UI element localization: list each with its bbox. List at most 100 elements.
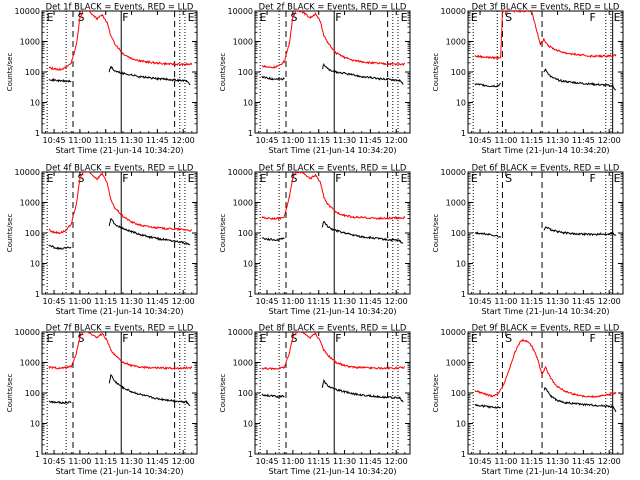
panel-title: Det 3f BLACK = Events, RED = LLD — [472, 2, 620, 12]
event-letter: F — [335, 332, 341, 345]
series-events-line — [261, 62, 404, 85]
y-tick-label: 1000 — [20, 359, 40, 368]
y-tick-label: 10000 — [228, 168, 253, 177]
det-panel-5: Det 5f BLACK = Events, RED = LLD 1 10 100 10… — [219, 163, 411, 316]
x-tick-label: 11:15 — [520, 136, 543, 145]
event-letter: S — [77, 332, 84, 345]
y-axis-label: Counts/sec — [219, 214, 227, 253]
y-axis-label: Counts/sec — [432, 214, 440, 253]
x-tick-label: 11:00 — [68, 136, 91, 145]
event-letter: E — [188, 172, 195, 185]
x-axis-label: Start Time (21-Jun-14 10:34:20) — [269, 467, 397, 476]
event-letter: E — [471, 172, 478, 185]
x-axis-label: Start Time (21-Jun-14 10:34:20) — [269, 307, 397, 316]
x-tick-label: 11:45 — [359, 457, 382, 466]
y-axis-label: Counts/sec — [6, 214, 14, 253]
event-letter: E — [614, 332, 621, 345]
panel-title: Det 8f BLACK = Events, RED = LLD — [259, 323, 407, 333]
x-tick-label: 11:00 — [68, 297, 91, 306]
y-tick-label: 10000 — [441, 168, 466, 177]
y-tick-label: 1 — [461, 129, 466, 138]
plot-frame — [254, 331, 411, 455]
y-tick-label: 10000 — [15, 168, 40, 177]
event-letter: F — [122, 11, 128, 24]
y-tick-label: 1 — [35, 129, 40, 138]
event-letter: F — [590, 172, 596, 185]
x-tick-label: 12:00 — [385, 136, 408, 145]
y-tick-label: 10 — [243, 260, 253, 269]
event-letter: S — [290, 11, 297, 24]
x-tick-label: 10:45 — [256, 297, 279, 306]
x-tick-label: 11:30 — [333, 297, 356, 306]
y-tick-label: 100 — [25, 229, 40, 238]
x-tick-label: 11:30 — [120, 136, 143, 145]
plot-frame — [254, 171, 411, 295]
y-tick-label: 1000 — [233, 199, 253, 208]
x-tick-label: 11:30 — [546, 136, 569, 145]
x-tick-label: 10:45 — [43, 297, 66, 306]
y-tick-label: 10 — [243, 420, 253, 429]
y-tick-label: 1 — [248, 290, 253, 299]
panel-title: Det 7f BLACK = Events, RED = LLD — [46, 323, 194, 333]
event-letter: E — [188, 11, 195, 24]
y-tick-label: 1000 — [446, 359, 466, 368]
x-tick-label: 11:45 — [572, 457, 595, 466]
x-tick-label: 11:00 — [68, 457, 91, 466]
panel-title: Det 1f BLACK = Events, RED = LLD — [46, 2, 194, 12]
panel-title: Det 5f BLACK = Events, RED = LLD — [259, 163, 407, 173]
x-tick-label: 11:00 — [494, 457, 517, 466]
y-tick-label: 1 — [35, 290, 40, 299]
x-tick-label: 11:00 — [281, 136, 304, 145]
x-axis-label: Start Time (21-Jun-14 10:34:20) — [56, 307, 184, 316]
y-tick-label: 100 — [451, 68, 466, 77]
event-letter: S — [505, 172, 512, 185]
y-tick-label: 10000 — [228, 328, 253, 337]
x-tick-label: 10:45 — [469, 136, 492, 145]
x-tick-label: 11:30 — [120, 457, 143, 466]
plot-frame — [41, 331, 198, 455]
y-tick-label: 10000 — [228, 7, 253, 16]
y-tick-label: 100 — [238, 229, 253, 238]
event-letter: S — [77, 172, 84, 185]
plot-frame — [254, 10, 411, 134]
event-letter: E — [401, 172, 408, 185]
x-tick-label: 10:45 — [43, 457, 66, 466]
event-letter: E — [471, 11, 478, 24]
series-lld-line — [48, 332, 193, 371]
x-tick-label: 11:30 — [333, 457, 356, 466]
y-axis-label: Counts/sec — [219, 374, 227, 413]
series-events-line — [48, 374, 191, 407]
y-tick-label: 10 — [30, 420, 40, 429]
event-letter: S — [505, 11, 512, 24]
y-tick-label: 10000 — [441, 7, 466, 16]
y-tick-label: 1 — [461, 450, 466, 459]
x-tick-label: 11:00 — [494, 136, 517, 145]
x-tick-label: 11:15 — [307, 297, 330, 306]
event-letter: E — [188, 332, 195, 345]
x-tick-label: 12:00 — [598, 136, 621, 145]
y-tick-label: 100 — [451, 389, 466, 398]
event-letter: S — [290, 172, 297, 185]
y-tick-label: 10000 — [441, 328, 466, 337]
plot-frame — [41, 171, 198, 295]
event-letter: E — [614, 172, 621, 185]
x-tick-label: 10:45 — [43, 136, 66, 145]
plot-frame — [467, 10, 624, 134]
x-tick-label: 11:45 — [359, 297, 382, 306]
det-panel-1: Det 1f BLACK = Events, RED = LLD 1 10 100 10… — [6, 2, 198, 155]
x-axis-label: Start Time (21-Jun-14 10:34:20) — [482, 307, 610, 316]
y-tick-label: 100 — [25, 68, 40, 77]
event-letter: E — [46, 11, 53, 24]
y-tick-label: 10 — [456, 420, 466, 429]
x-tick-label: 12:00 — [172, 297, 195, 306]
y-tick-label: 1000 — [20, 38, 40, 47]
event-letter: E — [46, 172, 53, 185]
det-panel-8: Det 8f BLACK = Events, RED = LLD 1 10 100 10… — [219, 323, 411, 476]
event-letter: E — [259, 172, 266, 185]
event-letter: E — [614, 11, 621, 24]
x-axis-label: Start Time (21-Jun-14 10:34:20) — [482, 467, 610, 476]
det-panel-4: Det 4f BLACK = Events, RED = LLD 1 10 100 10… — [6, 163, 198, 316]
event-letter: S — [290, 332, 297, 345]
x-tick-label: 12:00 — [385, 297, 408, 306]
x-tick-label: 11:15 — [520, 297, 543, 306]
